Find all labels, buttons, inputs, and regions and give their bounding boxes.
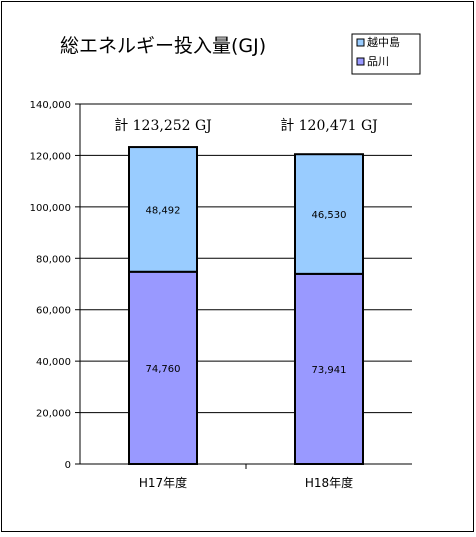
legend-swatch-etchujima bbox=[356, 38, 365, 47]
y-tick-label: 140,000 bbox=[30, 100, 71, 111]
legend-label-shinagawa: 品川 bbox=[367, 55, 389, 68]
chart-title: 総エネルギー投入量(GJ) bbox=[60, 35, 266, 57]
y-tick-label: 40,000 bbox=[36, 357, 71, 368]
data-label: 74,760 bbox=[146, 364, 181, 375]
legend: 越中島 品川 bbox=[351, 33, 421, 75]
labels: 74,760 48,492 計 123,252 GJ H17年度 73,941 46,53… bbox=[114, 118, 378, 490]
total-label: 計 120,471 GJ bbox=[280, 118, 378, 134]
y-tick-label: 60,000 bbox=[36, 306, 71, 317]
legend-label-etchujima: 越中島 bbox=[367, 35, 400, 49]
bar-segment bbox=[294, 272, 364, 465]
data-label: 46,530 bbox=[312, 210, 347, 221]
x-category-label: H18年度 bbox=[305, 475, 353, 490]
bar-segment bbox=[294, 153, 364, 275]
y-tick-label: 0 bbox=[65, 460, 71, 471]
total-label: 計 123,252 GJ bbox=[114, 118, 212, 134]
data-label: 73,941 bbox=[312, 365, 347, 376]
y-tick-label: 120,000 bbox=[30, 151, 71, 162]
bars bbox=[128, 146, 364, 466]
y-tick-label: 100,000 bbox=[30, 203, 71, 214]
x-category-label: H17年度 bbox=[139, 475, 187, 490]
bar-segment bbox=[128, 146, 198, 273]
legend-swatch-shinagawa bbox=[356, 57, 365, 66]
y-tick-label: 80,000 bbox=[36, 254, 71, 265]
y-tick-label: 20,000 bbox=[36, 409, 71, 420]
data-label: 48,492 bbox=[146, 205, 181, 216]
